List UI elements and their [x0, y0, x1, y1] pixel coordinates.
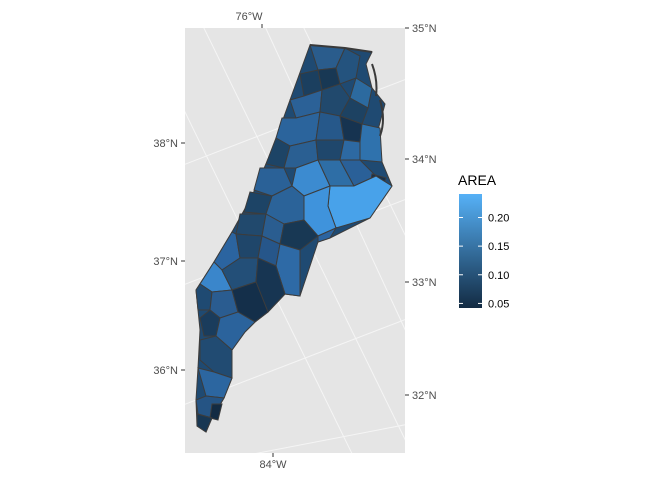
right-axis-label: 35°N: [412, 23, 437, 35]
left-axis: 38°N 37°N 36°N: [153, 138, 185, 377]
legend-colorbar: [459, 194, 482, 308]
legend-label: 0.05: [488, 298, 509, 310]
right-axis-label: 33°N: [412, 277, 437, 289]
region: [359, 123, 383, 163]
left-axis-label: 38°N: [153, 138, 178, 150]
region: [231, 281, 269, 323]
bottom-axis-label: 84°W: [259, 459, 287, 471]
left-axis-label: 36°N: [153, 365, 178, 377]
bottom-axis: 84°W: [259, 453, 287, 471]
region: [235, 233, 263, 259]
region: [197, 367, 233, 399]
coastline: [309, 44, 384, 137]
region: [279, 219, 319, 251]
region: [335, 47, 361, 85]
legend-label: 0.15: [488, 241, 509, 253]
legend: AREA 0.05 0.10 0.15 0.20: [458, 172, 509, 310]
legend-title: AREA: [458, 172, 497, 188]
region: [317, 226, 338, 243]
right-axis-label: 32°N: [412, 390, 437, 402]
top-axis: 76°W: [235, 11, 263, 28]
region: [196, 413, 213, 433]
right-axis-label: 34°N: [412, 154, 437, 166]
legend-label: 0.20: [488, 212, 509, 224]
legend-label: 0.10: [488, 270, 509, 282]
top-axis-label: 76°W: [235, 11, 263, 23]
region: [275, 243, 301, 297]
left-axis-label: 37°N: [153, 256, 178, 268]
legend-breaks: 0.05 0.10 0.15 0.20: [459, 212, 509, 310]
region: [235, 213, 267, 237]
region: [339, 139, 361, 161]
region: [255, 257, 286, 313]
state-map: [195, 44, 393, 433]
region: [315, 139, 345, 161]
region: [209, 403, 223, 421]
right-axis: 35°N 34°N 33°N 32°N: [405, 23, 437, 402]
